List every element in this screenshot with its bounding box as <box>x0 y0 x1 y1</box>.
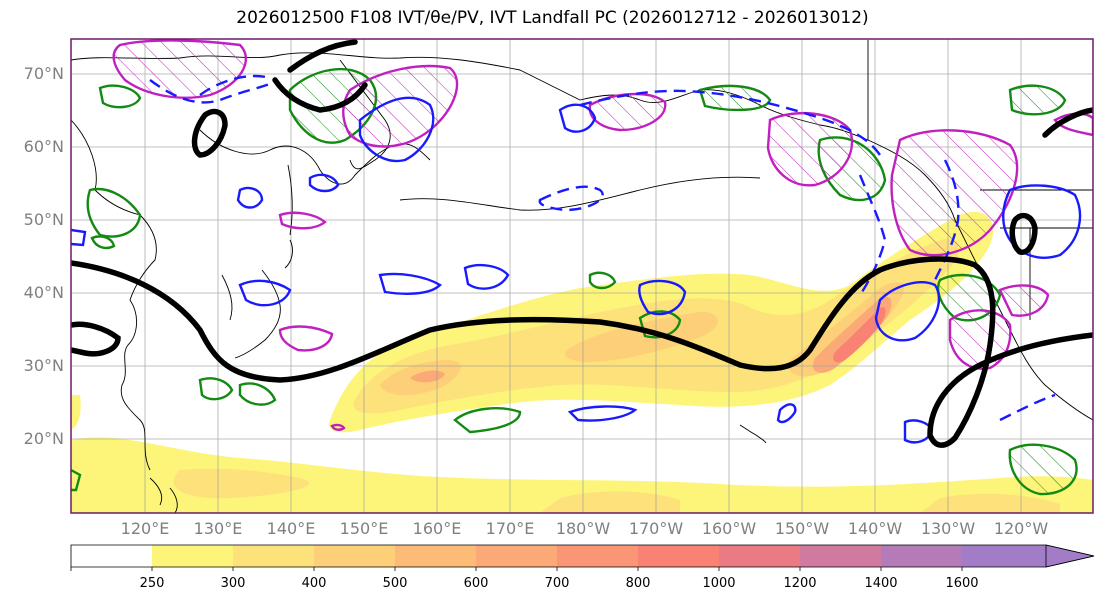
asia-coast <box>71 119 157 471</box>
korea <box>221 274 233 321</box>
ivt-shading <box>71 211 1093 513</box>
blue-contours <box>71 74 1082 444</box>
ivt-band-south-300 <box>173 468 1060 513</box>
colorbar-tick: 250 <box>139 576 165 591</box>
lon-label-140w: 140°W <box>847 519 903 538</box>
aleutians <box>399 176 761 211</box>
ivt-band-west-edge <box>71 395 81 430</box>
colorbar <box>70 544 1095 571</box>
lon-label-160e: 160°E <box>412 519 462 538</box>
colorbar-tick: 1200 <box>783 576 817 591</box>
map-title: 2026012500 F108 IVT/θe/PV, IVT Landfall … <box>236 8 869 28</box>
lat-label-30n: 30°N <box>23 356 64 375</box>
colorbar-tick: 600 <box>463 576 489 591</box>
lat-label-40n: 40°N <box>23 283 64 302</box>
lon-label-170e: 170°E <box>485 519 535 538</box>
colorbar-tick: 1000 <box>702 576 736 591</box>
lat-label-50n: 50°N <box>23 210 64 229</box>
lat-label-20n: 20°N <box>23 429 64 448</box>
ivt-band-800 <box>833 306 886 363</box>
ivt-band-400 <box>380 282 904 396</box>
lat-label-70n: 70°N <box>23 64 64 83</box>
colorbar-tick: 800 <box>625 576 651 591</box>
hawaii <box>739 424 767 444</box>
map-area <box>71 39 1093 513</box>
colorbar-tick: 700 <box>544 576 570 591</box>
ivt-band-south <box>71 437 1093 513</box>
lon-label-160w: 160°W <box>701 519 757 538</box>
lon-label-180w: 180°W <box>555 519 611 538</box>
colorbar-tick: 300 <box>220 576 246 591</box>
na-interior <box>867 40 1093 320</box>
colorbar-tick: 500 <box>382 576 408 591</box>
lon-label-150e: 150°E <box>339 519 389 538</box>
lon-label-120w: 120°W <box>993 519 1049 538</box>
black-contours <box>71 39 1093 448</box>
lon-label-130e: 130°E <box>193 519 243 538</box>
japan <box>234 239 293 359</box>
lon-label-130w: 130°W <box>920 519 976 538</box>
lon-label-150w: 150°W <box>774 519 830 538</box>
graticule <box>71 39 1093 513</box>
lon-label-120e: 120°E <box>120 519 170 538</box>
philippines <box>149 477 178 513</box>
lon-label-140e: 140°E <box>266 519 316 538</box>
sakhalin <box>287 164 293 236</box>
colorbar-tick: 400 <box>301 576 327 591</box>
colorbar-tick: 1600 <box>945 576 979 591</box>
lon-label-170w: 170°W <box>628 519 684 538</box>
colorbar-tick: 1400 <box>864 576 898 591</box>
lat-label-60n: 60°N <box>23 137 64 156</box>
map-frame <box>70 38 1094 514</box>
